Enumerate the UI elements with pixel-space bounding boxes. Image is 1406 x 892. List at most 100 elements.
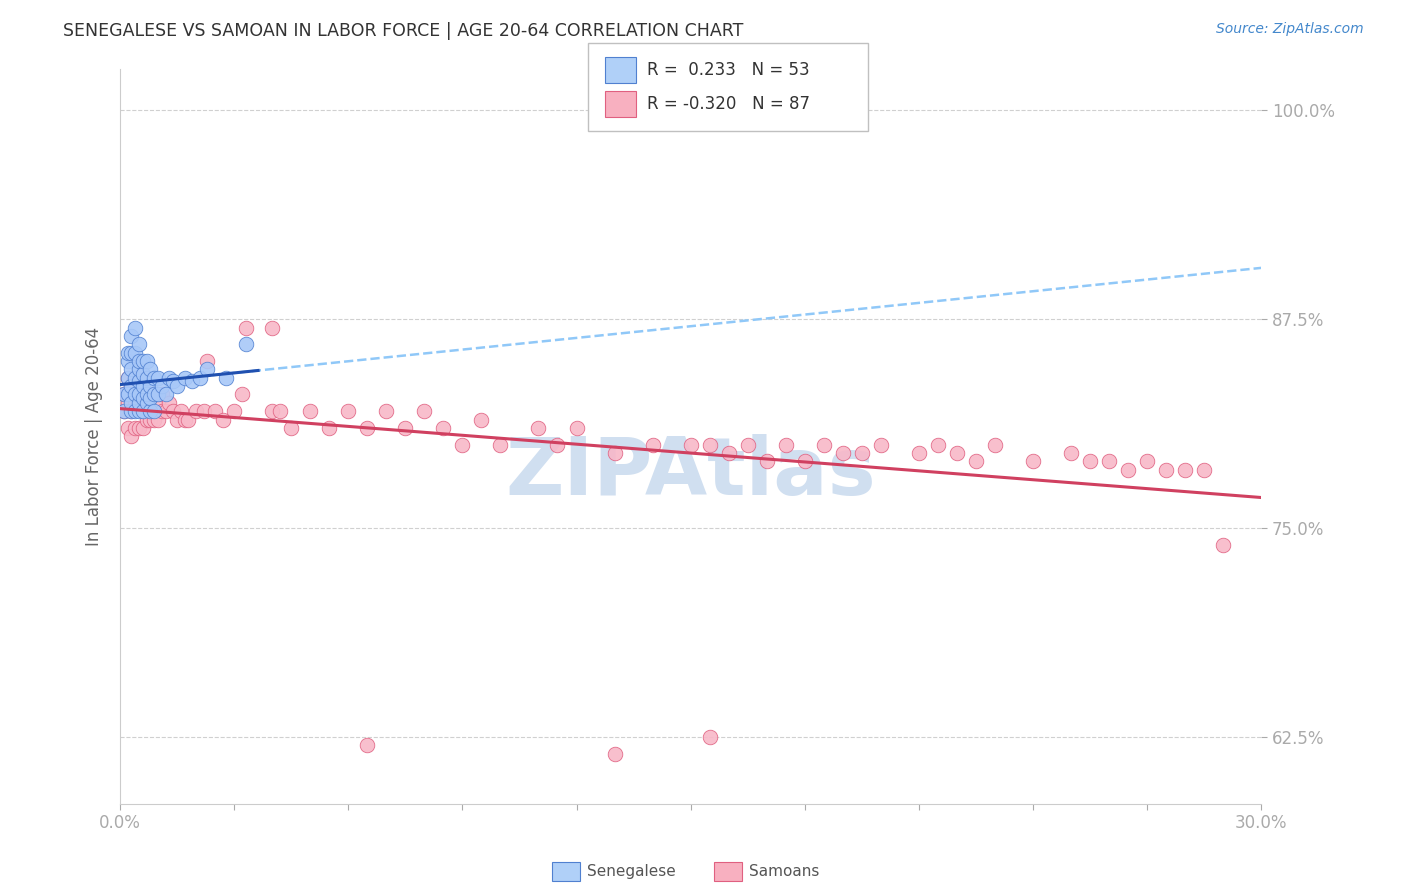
Text: Senegalese: Senegalese bbox=[588, 864, 676, 879]
Point bbox=[170, 404, 193, 418]
Point bbox=[128, 396, 150, 410]
Point bbox=[143, 412, 166, 426]
Point bbox=[197, 362, 219, 376]
Point bbox=[356, 421, 378, 435]
Point bbox=[717, 446, 740, 460]
Point bbox=[299, 404, 322, 418]
Point bbox=[120, 329, 142, 343]
Point bbox=[132, 404, 155, 418]
Point bbox=[1154, 463, 1177, 477]
Point bbox=[946, 446, 969, 460]
Point bbox=[139, 412, 162, 426]
Point bbox=[112, 404, 135, 418]
Point bbox=[135, 387, 157, 401]
Point bbox=[269, 404, 291, 418]
Point bbox=[755, 454, 778, 468]
Point bbox=[159, 370, 181, 384]
Point bbox=[120, 362, 142, 376]
Point bbox=[139, 362, 162, 376]
Point bbox=[128, 362, 150, 376]
Point bbox=[235, 337, 257, 351]
Point bbox=[128, 396, 150, 410]
Point bbox=[117, 421, 139, 435]
Point bbox=[117, 370, 139, 384]
Point bbox=[173, 370, 195, 384]
Point bbox=[128, 421, 150, 435]
Point bbox=[132, 370, 155, 384]
Point bbox=[927, 437, 949, 451]
Point bbox=[139, 391, 162, 405]
Point bbox=[489, 437, 512, 451]
Point bbox=[124, 396, 146, 410]
Point bbox=[139, 387, 162, 401]
Point bbox=[132, 396, 155, 410]
Point bbox=[143, 387, 166, 401]
Point bbox=[155, 387, 177, 401]
Point bbox=[451, 437, 474, 451]
Point bbox=[146, 370, 169, 384]
Point bbox=[112, 387, 135, 401]
Point bbox=[831, 446, 853, 460]
Point bbox=[117, 354, 139, 368]
Point bbox=[155, 404, 177, 418]
Point bbox=[699, 437, 721, 451]
Point bbox=[173, 412, 195, 426]
Point bbox=[143, 387, 166, 401]
Point bbox=[117, 387, 139, 401]
Point bbox=[565, 421, 588, 435]
Point bbox=[197, 354, 219, 368]
Point bbox=[135, 354, 157, 368]
Point bbox=[775, 437, 797, 451]
Point bbox=[132, 354, 155, 368]
Point bbox=[413, 404, 436, 418]
Point bbox=[112, 387, 135, 401]
Point bbox=[188, 370, 211, 384]
Point bbox=[603, 446, 626, 460]
Point bbox=[162, 374, 184, 388]
Point bbox=[120, 379, 142, 393]
Point bbox=[280, 421, 302, 435]
Point bbox=[603, 747, 626, 761]
Point bbox=[793, 454, 815, 468]
Point bbox=[128, 354, 150, 368]
Point bbox=[159, 396, 181, 410]
Point bbox=[737, 437, 759, 451]
Point bbox=[120, 429, 142, 443]
Point bbox=[112, 404, 135, 418]
Point bbox=[177, 412, 200, 426]
Point bbox=[813, 437, 835, 451]
Point bbox=[870, 437, 893, 451]
Point bbox=[146, 396, 169, 410]
Point bbox=[527, 421, 550, 435]
Point bbox=[124, 421, 146, 435]
Point bbox=[120, 404, 142, 418]
Point bbox=[135, 412, 157, 426]
Point bbox=[193, 404, 215, 418]
Point bbox=[128, 404, 150, 418]
Point bbox=[124, 387, 146, 401]
Point bbox=[235, 320, 257, 334]
Point bbox=[432, 421, 454, 435]
Point bbox=[132, 368, 155, 382]
Point bbox=[1212, 538, 1234, 552]
Y-axis label: In Labor Force | Age 20-64: In Labor Force | Age 20-64 bbox=[86, 326, 103, 546]
Point bbox=[1116, 463, 1139, 477]
Text: R =  0.233   N = 53: R = 0.233 N = 53 bbox=[647, 61, 810, 79]
Point bbox=[215, 370, 238, 384]
Point bbox=[1194, 463, 1216, 477]
Point bbox=[166, 412, 188, 426]
Point bbox=[135, 387, 157, 401]
Point bbox=[132, 421, 155, 435]
Point bbox=[1098, 454, 1121, 468]
Point bbox=[143, 370, 166, 384]
Point bbox=[124, 370, 146, 384]
Point bbox=[375, 404, 398, 418]
Point bbox=[318, 421, 340, 435]
Point bbox=[146, 387, 169, 401]
Point bbox=[150, 387, 173, 401]
Point bbox=[139, 404, 162, 418]
Point bbox=[146, 412, 169, 426]
Point bbox=[231, 387, 253, 401]
Point bbox=[262, 320, 284, 334]
Text: Samoans: Samoans bbox=[749, 864, 820, 879]
